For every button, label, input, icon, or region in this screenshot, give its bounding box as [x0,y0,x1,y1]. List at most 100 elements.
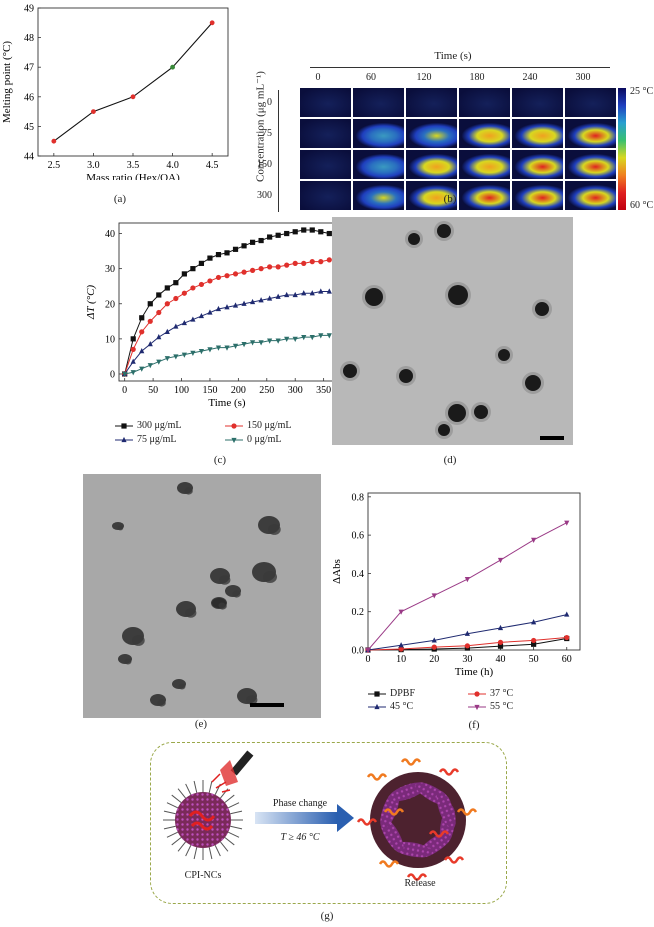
panel-f-legend-label: 45 °C [390,701,414,712]
panel-c-point [147,318,153,324]
panel-f-caption: (f) [468,719,480,731]
panel-e-caption: (e) [194,718,208,730]
panel-e-background [83,474,321,718]
panel-c-legend-marker [121,436,127,442]
panel-f-point [564,520,570,526]
panel-c-ytick-label: 20 [105,299,115,310]
panel-c-point [241,342,247,348]
panel-e-aggregate-lobe [268,524,281,535]
panel-f-legend-marker [374,690,380,697]
panel-c-point [232,246,239,252]
panel-c-point [198,281,205,288]
release-lipid-rod-texture [436,790,456,829]
panel-d-tem-image [332,217,573,445]
panel-c-legend-item: 300 μg/mL [115,420,182,431]
panel-c-point [292,336,298,342]
panel-c-point [224,250,230,256]
cpi-surface-chain [220,841,229,852]
panel-c-point [232,271,239,277]
panel-c-point [181,352,187,358]
panel-d-particle [474,405,488,419]
panel-f-point [431,637,437,643]
panel-c-ytick-label: 0 [110,369,115,380]
panel-f-point [431,593,437,599]
panel-a-chart: 2.5 3.0 3.5 4.0 4.5 44 45 46 47 48 49 Mass ratio (H… [1,4,229,180]
panel-a-ytick-label: 49 [24,4,34,15]
release-drug-molecule [366,773,388,781]
panel-f-ytick-label: 0.4 [352,569,365,580]
cpi-surface-chain [224,837,235,846]
panel-c-point [284,291,290,298]
release-cluster [356,758,478,881]
panel-a-point [51,138,57,144]
panel-c-point [301,290,307,296]
panel-f-legend-label: 37 °C [490,688,514,699]
panel-c-legend-swatch [115,422,133,429]
panel-c-point [267,295,273,301]
panel-c-point [309,290,315,296]
panel-f-legend-marker [474,690,480,697]
panel-g-drawing [163,750,478,881]
panel-b-conc-label: 300 [257,190,272,201]
panel-e-aggregate-lobe [124,658,132,665]
cpi-surface-chain [230,825,243,830]
panel-c-point [241,300,247,306]
panel-c-point [292,260,298,266]
panel-b-time-label: 120 [416,72,432,83]
panel-c-point [241,243,247,249]
panel-c-point [232,302,239,308]
panel-b-thermal-cell [512,181,563,210]
panel-b-thermal-cell [300,150,351,179]
panel-b-thermal-cell [565,88,616,117]
release-drug-molecule [456,808,478,816]
panel-d-particle [438,424,450,436]
panel-b-thermal-cell [406,88,457,117]
panel-c-point [215,305,222,312]
panel-b-thermal-cell [300,181,351,210]
panel-c-point [164,285,170,291]
panel-b-time-label: 240 [522,72,538,83]
panel-b-time-line [310,67,610,68]
cpi-surface-chain [163,825,176,830]
panel-c-point [190,316,196,322]
panel-e-tem-image [83,474,321,718]
panel-d-particle [525,375,541,391]
panel-c-point [215,274,222,281]
panel-f-point [464,577,470,583]
release-drug-molecule [400,758,422,766]
panel-c-point [190,266,196,272]
cpi-surface-chain [185,845,192,857]
panel-c-point [190,350,196,357]
panel-c-xtick-label: 100 [174,385,189,396]
panel-g-right-label: Release [404,878,436,889]
panel-f-legend-marker [374,703,380,709]
panel-a-ytick-label: 47 [24,63,34,74]
panel-f-point [365,647,371,654]
panel-e-aggregate-lobe [246,695,258,705]
panel-g-caption: (g) [320,910,334,922]
panel-b-thermal-cell [353,181,404,210]
panel-b-thermal-cell [300,119,351,148]
panel-d-caption: (d) [443,454,457,466]
panel-b-thermal-cell [353,119,404,148]
panel-c-point [249,340,256,346]
panel-c-point [224,273,230,279]
panel-c-point [258,297,264,303]
panel-c-point [318,229,324,235]
panel-f-point [431,644,437,650]
panel-c-point [198,349,205,355]
panel-b-colorbar [618,88,626,210]
panel-e-scale-bar [250,703,284,707]
panel-c-ylabel: ΔT (°C) [85,285,97,321]
panel-c-point [181,271,187,277]
panel-b-conc-label: 0 [267,97,272,108]
panel-c-point [215,345,222,351]
panel-f-legend-swatch [468,690,486,697]
panel-f-point [531,641,537,647]
panel-d-particle [535,302,549,316]
panel-b-thermal-cell [459,88,510,117]
panel-e-aggregate-lobe [117,525,124,531]
panel-c-point [207,309,213,315]
panel-e-aggregate-lobe [178,683,186,690]
panel-c-point [258,237,264,244]
